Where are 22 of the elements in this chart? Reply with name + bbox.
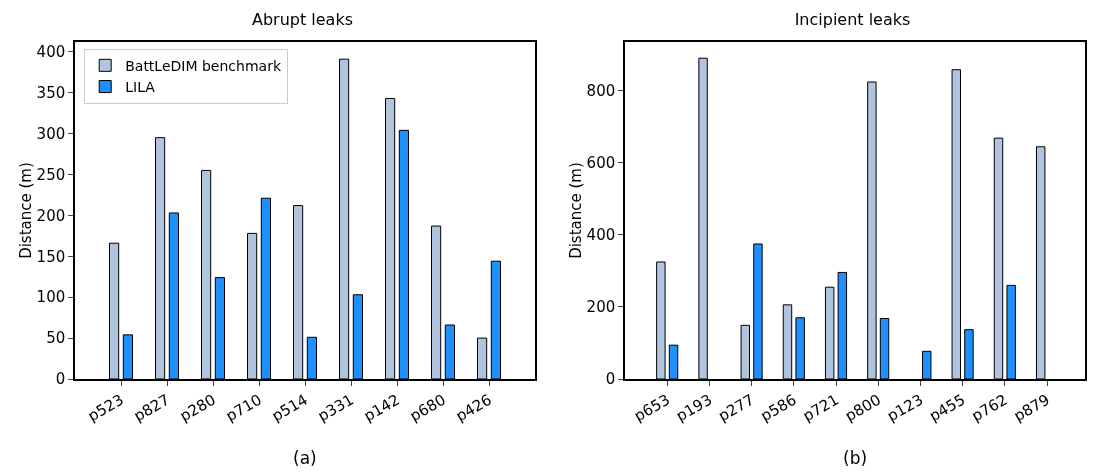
y-tick-label: 350 [36, 83, 66, 102]
text: (b) [843, 448, 868, 468]
y-axis-title: Distance (m) [566, 162, 585, 259]
y-tick-label: 200 [36, 206, 66, 225]
y-tick-label: 200 [586, 298, 616, 317]
y-tick-label: 400 [586, 226, 616, 245]
y-tick-label: 300 [36, 124, 66, 143]
y-tick-label: 50 [46, 329, 66, 348]
legend-label: BattLeDIM benchmark [125, 57, 282, 74]
y-tick-label: 150 [36, 247, 66, 266]
chart-title: Incipient leaks [794, 10, 911, 30]
y-tick-label: 400 [36, 43, 66, 62]
y-tick-label: 800 [586, 82, 616, 101]
y-tick-label: 600 [586, 154, 616, 173]
y-tick-label: 250 [36, 165, 66, 184]
y-tick-label: 0 [55, 370, 66, 389]
text: (a) [293, 448, 317, 468]
chart-title: Abrupt leaks [251, 10, 354, 30]
y-tick-label: 0 [605, 370, 616, 389]
y-axis-title: Distance (m) [16, 162, 35, 259]
legend-label: LILA [125, 79, 156, 95]
y-tick-label: 100 [36, 288, 66, 307]
